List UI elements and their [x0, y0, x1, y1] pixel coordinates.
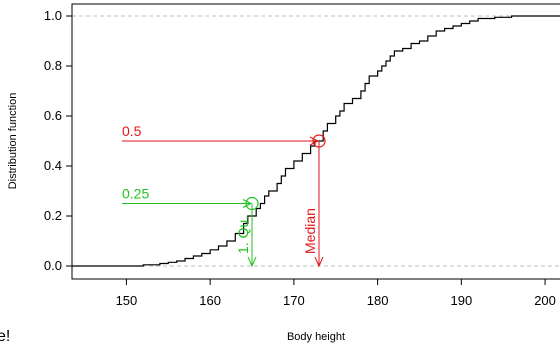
median-level-label: 0.5 [122, 123, 142, 139]
median-vertical-arrowhead [314, 256, 324, 268]
axes: 0.0 0.2 0.4 0.6 0.8 1.0 150 160 170 180 190 200 [44, 3, 560, 308]
median-horizontal-arrowhead [309, 136, 320, 146]
median-arrow-label: Median [302, 208, 318, 254]
quartile-level-label: 0.25 [122, 186, 149, 202]
quartile-horizontal-arrowhead [242, 199, 253, 208]
y-tick-label: 0.8 [44, 58, 62, 73]
x-tick-label: 170 [283, 293, 305, 308]
y-tick-label: 0.2 [44, 208, 62, 223]
ecdf-step-line [72, 15, 560, 267]
median-annotation: 0.5 Median [122, 123, 326, 268]
x-axis-title: Body height [287, 331, 345, 343]
x-tick-label: 200 [534, 293, 556, 308]
x-tick-label: 160 [199, 293, 221, 308]
cropped-edge-text: e! [0, 328, 10, 343]
y-axis: 0.0 0.2 0.4 0.6 0.8 1.0 [44, 8, 72, 273]
x-axis: 150 160 170 180 190 200 [116, 279, 556, 308]
x-tick-label: 150 [116, 293, 138, 308]
y-tick-label: 0.0 [44, 258, 62, 273]
x-tick-label: 180 [367, 293, 389, 308]
plot-frame [71, 3, 560, 280]
y-tick-label: 0.4 [44, 158, 62, 173]
y-tick-label: 1.0 [44, 8, 62, 23]
quartile-arrow-label: 1. Qu. [235, 216, 251, 254]
annotations: 0.5 Median 0.25 1. Qu. [122, 123, 326, 268]
quartile-annotation: 0.25 1. Qu. [122, 186, 259, 268]
y-tick-label: 0.6 [44, 108, 62, 123]
quartile-vertical-arrowhead [247, 256, 257, 268]
x-tick-label: 190 [450, 293, 472, 308]
y-axis-title: Distribution function [7, 93, 19, 190]
